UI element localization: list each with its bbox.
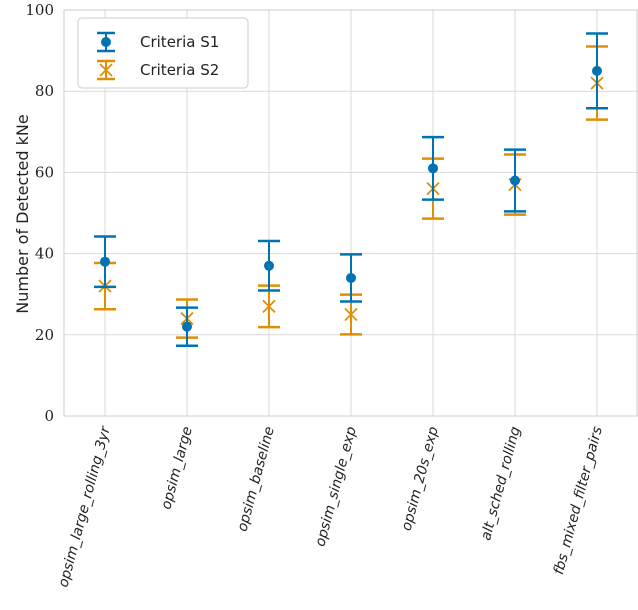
y-tick-label: 40 [35,245,54,263]
y-tick-label: 20 [35,326,54,344]
data-point-s1 [504,148,526,213]
legend-label: Criteria S2 [140,61,219,79]
data-point-s1 [258,239,280,292]
point-marker [100,256,110,267]
point-marker [182,321,192,332]
legend-item: Criteria S2 [97,59,219,81]
point-marker [262,299,276,314]
point-marker [344,307,358,322]
y-tick-label: 60 [35,163,54,181]
y-tick-label: 100 [25,1,54,19]
data-marks [94,32,608,348]
point-marker [346,272,356,283]
legend-marker [99,63,113,77]
legend: Criteria S1 Criteria S2 [77,17,249,89]
data-point-s1 [586,32,608,110]
y-tick-label: 0 [44,407,54,425]
point-marker [592,65,602,76]
x-tick-label: opsim_large [158,425,195,511]
point-marker [264,260,274,271]
x-tick-labels: opsim_large_rolling_3yr opsim_large opsim_… [56,424,606,589]
y-tick-labels: 0 20 40 60 80 100 [25,1,54,425]
data-point-s1 [340,253,362,303]
x-tick-label: opsim_large_rolling_3yr [56,424,115,589]
plot-border [63,9,638,417]
point-marker [510,175,520,186]
y-axis-label: Number of Detected kNe [13,114,32,313]
point-marker [428,163,438,174]
data-point-s1 [94,235,116,289]
legend-marker [101,37,111,47]
x-tick-label: fbs_mixed_filter_pairs [551,425,606,577]
data-point-s1 [176,306,198,348]
legend-box [77,17,249,89]
legend-item: Criteria S1 [97,31,219,53]
x-tick-label: opsim_20s_exp [399,425,442,533]
legend-label: Criteria S1 [140,33,219,51]
data-point-s2 [258,284,280,329]
plot-frame [63,9,638,417]
data-point-s1 [422,135,444,201]
x-tick-label: opsim_single_exp [312,425,359,549]
y-tick-label: 80 [35,82,54,100]
x-tick-label: alt_sched_rolling [478,425,524,542]
x-tick-label: opsim_baseline [234,425,277,533]
